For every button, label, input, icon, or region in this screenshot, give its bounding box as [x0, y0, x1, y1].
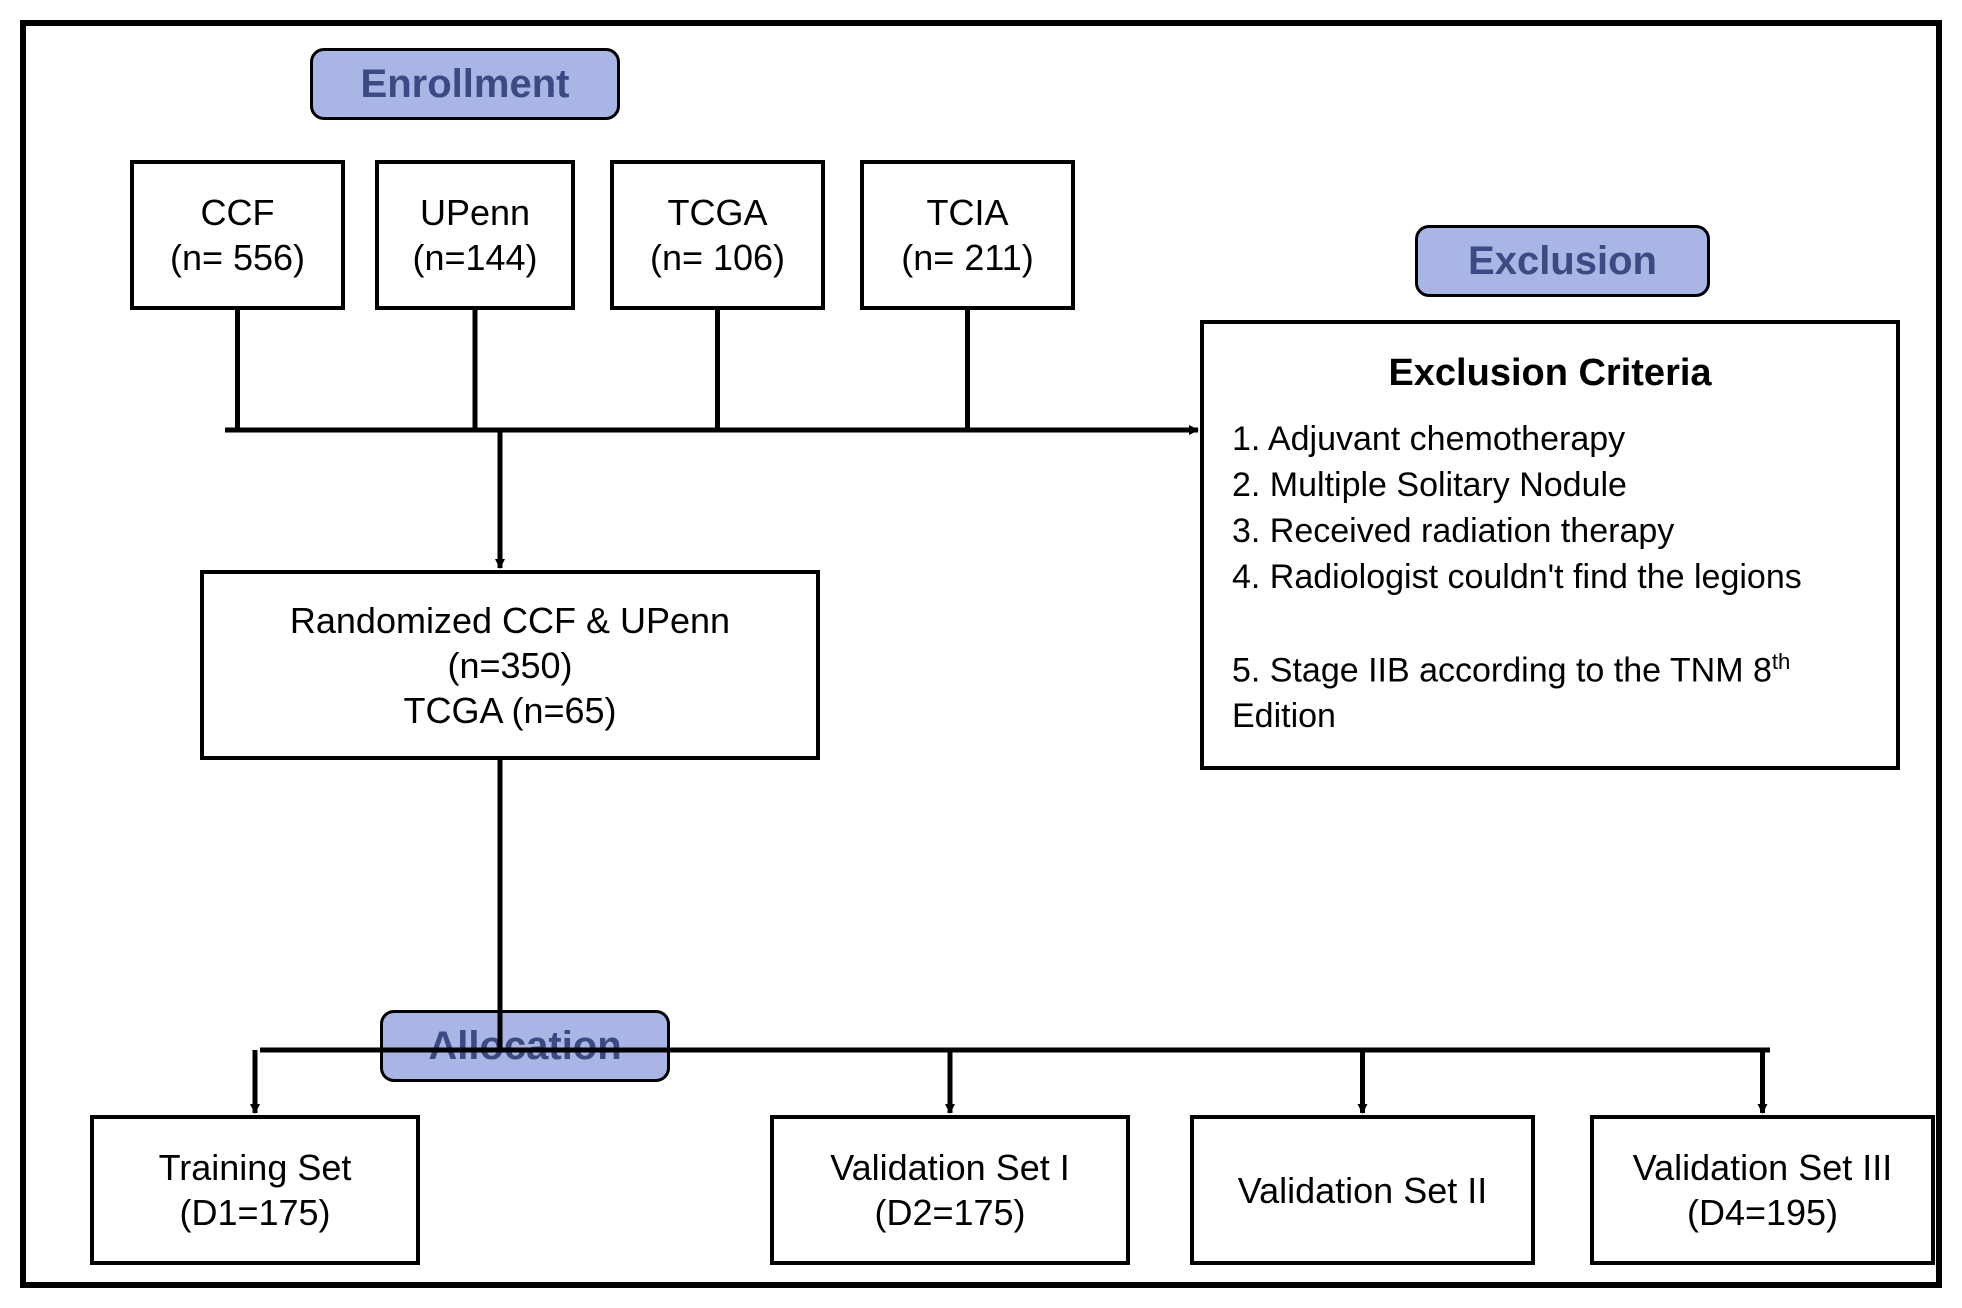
enrollment-label-text: Enrollment — [361, 62, 570, 107]
allocation-box-val2: Validation Set II — [1190, 1115, 1535, 1265]
val2-label: Validation Set II — [1238, 1168, 1488, 1213]
randomized-line3: TCGA (n=65) — [403, 688, 616, 733]
flowchart-canvas: Enrollment Exclusion Allocation CCF (n= … — [0, 0, 1962, 1308]
exclusion-label: Exclusion — [1415, 225, 1710, 297]
enroll-box-tcia: TCIA (n= 211) — [860, 160, 1075, 310]
enroll-ccf-n: (n= 556) — [170, 235, 305, 280]
exclusion-title: Exclusion Criteria — [1232, 348, 1868, 399]
enroll-box-tcga: TCGA (n= 106) — [610, 160, 825, 310]
training-set-n: (D1=175) — [179, 1190, 330, 1235]
enroll-box-upenn: UPenn (n=144) — [375, 160, 575, 310]
allocation-box-training: Training Set (D1=175) — [90, 1115, 420, 1265]
allocation-box-val1: Validation Set I (D2=175) — [770, 1115, 1130, 1265]
randomized-box: Randomized CCF & UPenn (n=350) TCGA (n=6… — [200, 570, 820, 760]
allocation-label: Allocation — [380, 1010, 670, 1082]
randomized-line2: (n=350) — [447, 643, 572, 688]
enroll-tcia-n: (n= 211) — [901, 235, 1033, 280]
enroll-tcga-n: (n= 106) — [650, 235, 785, 280]
val3-n: (D4=195) — [1687, 1190, 1838, 1235]
enrollment-label: Enrollment — [310, 48, 620, 120]
val1-label: Validation Set I — [830, 1145, 1069, 1190]
enroll-upenn-name: UPenn — [420, 190, 530, 235]
enroll-ccf-name: CCF — [201, 190, 275, 235]
enroll-tcga-name: TCGA — [667, 190, 767, 235]
val3-label: Validation Set III — [1633, 1145, 1893, 1190]
val1-n: (D2=175) — [874, 1190, 1025, 1235]
allocation-box-val3: Validation Set III (D4=195) — [1590, 1115, 1935, 1265]
enroll-box-ccf: CCF (n= 556) — [130, 160, 345, 310]
enroll-tcia-name: TCIA — [926, 190, 1008, 235]
allocation-label-text: Allocation — [428, 1024, 621, 1069]
randomized-line1: Randomized CCF & UPenn — [290, 598, 730, 643]
enroll-upenn-n: (n=144) — [412, 235, 537, 280]
exclusion-label-text: Exclusion — [1468, 239, 1657, 284]
exclusion-criteria-box: Exclusion Criteria 1. Adjuvant chemother… — [1200, 320, 1900, 770]
exclusion-body: 1. Adjuvant chemotherapy2. Multiple Soli… — [1232, 417, 1868, 740]
training-set-label: Training Set — [159, 1145, 352, 1190]
